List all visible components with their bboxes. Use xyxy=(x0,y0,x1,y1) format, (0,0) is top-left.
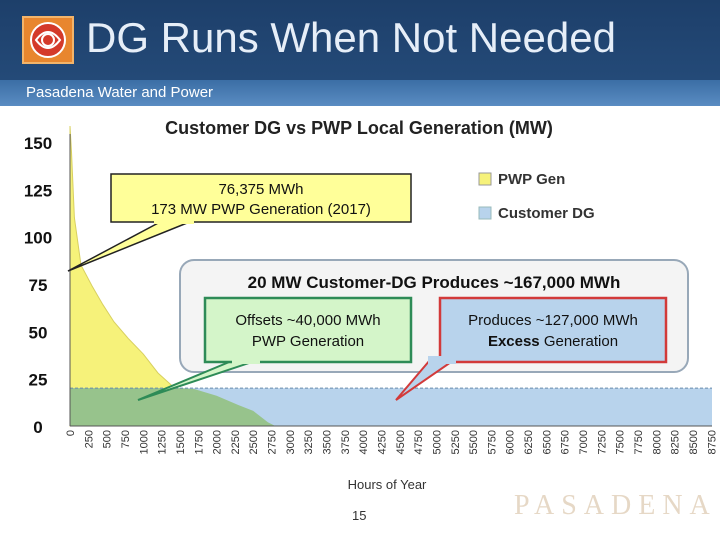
x-tick-label: 8750 xyxy=(706,430,718,454)
x-tick-label: 7500 xyxy=(615,430,627,454)
x-tick-label: 6750 xyxy=(560,430,572,454)
x-tick-label: 1000 xyxy=(138,430,150,454)
chart-panel: Customer DG vs PWP Local Generation (MW)… xyxy=(4,106,718,506)
x-tick-label: 7250 xyxy=(596,430,608,454)
x-tick-label: 8500 xyxy=(688,430,700,454)
x-tick-label: 5250 xyxy=(450,430,462,454)
excess-rest: Generation xyxy=(540,333,618,350)
x-tick-label: 8250 xyxy=(670,430,682,454)
offsets-callout-joint xyxy=(232,356,260,364)
x-tick-label: 4500 xyxy=(395,430,407,454)
x-tick-label: 1500 xyxy=(175,430,187,454)
pwp-generation-capacity: 173 MW PWP Generation (2017) xyxy=(151,201,371,218)
excess-box xyxy=(438,296,668,364)
x-tick-label: 8000 xyxy=(651,430,663,454)
x-tick-label: 4750 xyxy=(413,430,425,454)
x-tick-label: 5500 xyxy=(468,430,480,454)
x-tick-label: 6250 xyxy=(523,430,535,454)
excess-bold-word: Excess xyxy=(488,333,540,350)
pwp-callout-joint xyxy=(154,218,194,224)
y-tick-label: 125 xyxy=(24,181,52,200)
x-tick-label: 3250 xyxy=(303,430,315,454)
x-tick-label: 3750 xyxy=(340,430,352,454)
x-tick-label: 3000 xyxy=(285,430,297,454)
pasadena-watermark: PASADENA xyxy=(514,490,717,521)
y-tick-label: 0 xyxy=(33,418,42,437)
x-tick-label: 2750 xyxy=(267,430,279,454)
offsets-label: PWP Generation xyxy=(252,333,364,350)
y-tick-label: 50 xyxy=(29,323,48,342)
legend-swatch-customer-dg xyxy=(478,206,492,220)
pwp-callout-pointer xyxy=(67,220,193,272)
y-tick-label: 150 xyxy=(24,134,52,153)
title-bar xyxy=(0,0,720,80)
y-tick-label: 75 xyxy=(29,276,48,295)
x-tick-label: 250 xyxy=(83,430,95,448)
x-tick-label: 2000 xyxy=(212,430,224,454)
pwp-total-callout: 76,375 MWh 173 MW PWP Generation (2017) xyxy=(67,173,412,272)
x-tick-label: 7750 xyxy=(633,430,645,454)
x-tick-label: 1250 xyxy=(157,430,169,454)
rose-icon xyxy=(22,16,74,64)
offsets-box xyxy=(203,296,413,364)
legend: PWP Gen Customer DG xyxy=(478,171,595,222)
slide-title: DG Runs When Not Needed xyxy=(86,14,616,61)
x-tick-label: 6000 xyxy=(505,430,517,454)
excess-callout-joint xyxy=(428,356,456,364)
x-tick-label: 1750 xyxy=(193,430,205,454)
x-tick-label: 6500 xyxy=(541,430,553,454)
pwp-total-mwh: 76,375 MWh xyxy=(218,181,303,198)
x-tick-label: 5750 xyxy=(486,430,498,454)
y-tick-label: 100 xyxy=(24,229,52,248)
y-tick-label: 25 xyxy=(29,371,48,390)
x-tick-label: 2500 xyxy=(248,430,260,454)
x-tick-label: 4250 xyxy=(376,430,388,454)
dg-summary-callout: 20 MW Customer-DG Produces ~167,000 MWh … xyxy=(137,259,689,401)
x-tick-label: 4000 xyxy=(358,430,370,454)
x-tick-label: 2250 xyxy=(230,430,242,454)
legend-label-customer-dg: Customer DG xyxy=(498,205,595,222)
x-tick-label: 5000 xyxy=(431,430,443,454)
x-tick-label: 500 xyxy=(102,430,114,448)
pwp-callout-box xyxy=(110,173,412,223)
chart-title: Customer DG vs PWP Local Generation (MW) xyxy=(165,118,553,138)
generation-chart: Customer DG vs PWP Local Generation (MW)… xyxy=(24,118,718,492)
x-tick-label: 3500 xyxy=(322,430,334,454)
x-tick-label: 7000 xyxy=(578,430,590,454)
legend-swatch-pwp xyxy=(478,172,492,186)
offsets-mwh: Offsets ~40,000 MWh xyxy=(235,312,380,329)
legend-label-pwp: PWP Gen xyxy=(498,171,565,188)
x-tick-label: 750 xyxy=(120,430,132,448)
excess-label: Excess Generation xyxy=(488,333,618,350)
overlap-area xyxy=(70,388,276,426)
x-axis-label: Hours of Year xyxy=(348,477,427,492)
dg-summary-text: 20 MW Customer-DG Produces ~167,000 MWh xyxy=(248,273,621,292)
page-number: 15 xyxy=(352,508,367,523)
subtitle-bar xyxy=(0,80,720,106)
excess-mwh: Produces ~127,000 MWh xyxy=(468,312,638,329)
x-tick-label: 0 xyxy=(65,430,77,436)
slide-subtitle: Pasadena Water and Power xyxy=(26,84,214,101)
